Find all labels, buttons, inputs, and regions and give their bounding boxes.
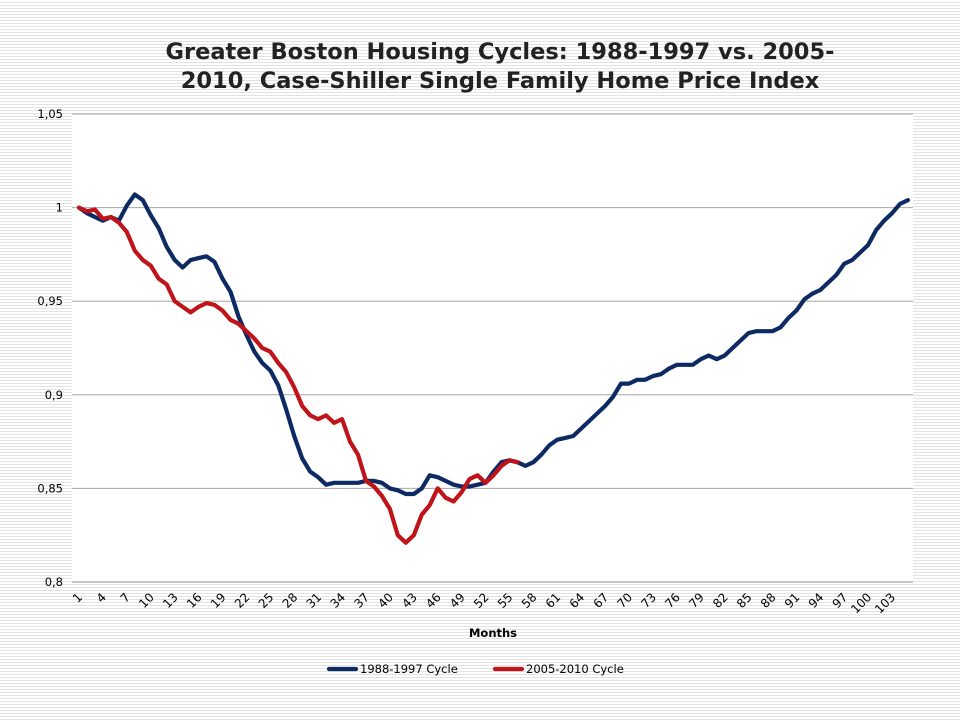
x-tick-label: 82 [710,590,731,611]
x-tick-label: 13 [160,590,181,611]
x-tick-label: 70 [614,590,635,611]
y-tick-label: 0,9 [45,388,63,402]
x-axis-ticks: 1 4 7 10 13 16 19 22 25 28 31 34 37 40 43 46 49 52 55 58 61 6… [70,590,898,616]
gridlines [72,113,913,583]
y-tick-label: 0,95 [37,294,63,308]
x-tick-label: 52 [471,590,492,611]
y-tick-label: 0,85 [37,481,63,495]
chart-title-line-2: 2010, Case-Shiller Single Family Home Pr… [180,68,820,94]
x-tick-label: 22 [232,590,253,611]
x-tick-label: 94 [806,590,827,611]
legend-label-2: 2005-2010 Cycle [526,662,624,676]
chart-title-line-1: Greater Boston Housing Cycles: 1988-1997… [165,39,835,65]
x-tick-label: 28 [280,590,301,611]
x-tick-label: 25 [256,590,277,611]
y-tick-label: 1,05 [37,107,63,121]
x-tick-label: 40 [375,590,396,611]
x-tick-label: 31 [304,590,325,611]
chart-title: Greater Boston Housing Cycles: 1988-1997… [80,38,920,96]
x-tick-label: 91 [782,590,803,611]
x-tick-label: 49 [447,590,468,611]
x-tick-label: 61 [543,590,564,611]
series-line-2 [76,205,520,545]
x-tick-label: 67 [591,590,612,611]
x-tick-label: 7 [118,590,133,605]
legend-label-1: 1988-1997 Cycle [360,662,458,676]
x-tick-label: 73 [638,590,659,611]
y-axis-ticks: 0,8 0,85 0,9 0,95 1 1,05 [37,107,63,589]
x-tick-label: 43 [399,590,420,611]
x-tick-label: 100 [848,590,874,616]
x-tick-label: 34 [327,590,348,611]
series-line-1 [76,192,911,497]
y-tick-label: 1 [56,201,63,215]
x-tick-label: 4 [94,590,109,605]
x-tick-label: 103 [872,590,898,616]
series-lines [76,192,911,545]
x-tick-label: 76 [662,590,683,611]
x-tick-label: 58 [519,590,540,611]
x-tick-label: 19 [208,590,229,611]
y-tick-label: 0,8 [45,575,63,589]
x-axis-title: Months [469,626,517,640]
x-tick-label: 64 [567,590,588,611]
x-tick-label: 10 [136,590,157,611]
x-tick-label: 46 [423,590,444,611]
x-tick-label: 85 [734,590,755,611]
x-tick-label: 97 [830,590,851,611]
legend: 1988-1997 Cycle 2005-2010 Cycle [326,662,624,676]
x-tick-label: 55 [495,590,516,611]
x-tick-label: 37 [351,590,372,611]
plot-area-background [72,114,913,582]
x-tick-label: 1 [70,590,85,605]
x-tick-label: 79 [686,590,707,611]
x-tick-label: 88 [758,590,779,611]
x-tick-label: 16 [184,590,205,611]
